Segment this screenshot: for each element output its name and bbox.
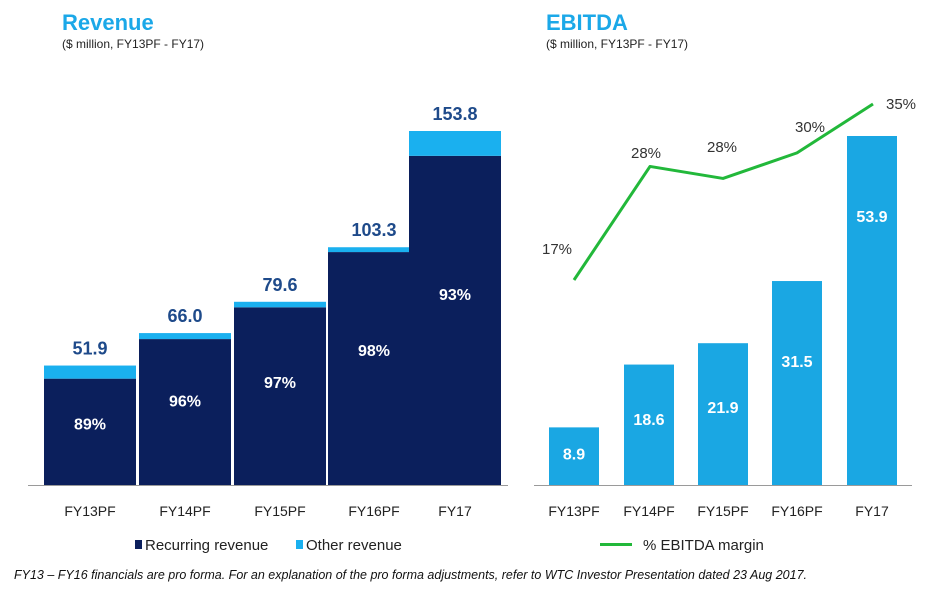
revenue-total-label-1: 66.0: [167, 306, 202, 326]
revenue-bar-other-3: [328, 247, 420, 253]
ebitda-margin-label-2: 28%: [707, 139, 737, 156]
legend-other-label: Other revenue: [306, 537, 402, 554]
revenue-tick-label-3: FY16PF: [348, 503, 399, 519]
ebitda-value-label-2: 21.9: [707, 400, 738, 417]
revenue-subtitle: ($ million, FY13PF - FY17): [62, 37, 204, 51]
revenue-share-label-4: 93%: [439, 287, 471, 304]
ebitda-tick-label-3: FY16PF: [771, 503, 822, 519]
ebitda-bar-4: [847, 136, 897, 485]
ebitda-chart: 8.9 FY13PF 18.6 FY14PF 21.9 FY15PF 31.5 FY16PF 5…: [534, 96, 916, 519]
ebitda-value-label-0: 8.9: [563, 446, 585, 463]
revenue-bar-other-2: [234, 301, 326, 308]
revenue-tick-label-2: FY15PF: [254, 503, 305, 519]
revenue-title: Revenue: [62, 10, 154, 35]
ebitda-bar-3: [772, 281, 822, 485]
revenue-chart: 51.9 89% FY13PF 66.0 96% FY14PF 79.6 97% FY15PF 1…: [28, 104, 508, 519]
revenue-share-label-3: 98%: [358, 343, 390, 360]
revenue-share-label-2: 97%: [264, 375, 296, 392]
revenue-total-label-4: 153.8: [432, 104, 477, 124]
revenue-share-label-1: 96%: [169, 393, 201, 410]
revenue-bar-recurring-4: [409, 155, 501, 485]
ebitda-value-label-3: 31.5: [781, 354, 812, 371]
ebitda-value-label-4: 53.9: [856, 209, 887, 226]
ebitda-bar-2: [698, 343, 748, 485]
ebitda-tick-label-0: FY13PF: [548, 503, 599, 519]
ebitda-title: EBITDA: [546, 10, 628, 35]
ebitda-margin-line: [572, 102, 874, 281]
revenue-share-label-0: 89%: [74, 416, 106, 433]
legend-recurring-label: Recurring revenue: [145, 537, 268, 554]
revenue-total-label-2: 79.6: [262, 275, 297, 295]
revenue-bar-recurring-1: [139, 339, 231, 485]
revenue-bar-recurring-3: [328, 252, 420, 485]
revenue-bar-recurring-2: [234, 307, 326, 485]
revenue-bar-other-0: [44, 365, 136, 379]
legend-swatch-other: [296, 540, 303, 549]
revenue-tick-label-4: FY17: [438, 503, 472, 519]
revenue-tick-label-0: FY13PF: [64, 503, 115, 519]
ebitda-bar-1: [624, 364, 674, 485]
ebitda-tick-label-2: FY15PF: [697, 503, 748, 519]
ebitda-value-label-1: 18.6: [633, 412, 664, 429]
revenue-total-label-0: 51.9: [72, 339, 107, 359]
ebitda-tick-label-1: FY14PF: [623, 503, 674, 519]
ebitda-margin-label-3: 30%: [795, 119, 825, 136]
revenue-bar-other-4: [409, 131, 501, 156]
revenue-tick-label-1: FY14PF: [159, 503, 210, 519]
ebitda-margin-label-4: 35%: [886, 96, 916, 113]
ebitda-subtitle: ($ million, FY13PF - FY17): [546, 37, 688, 51]
revenue-bar-other-1: [139, 333, 231, 340]
footnote: FY13 – FY16 financials are pro forma. Fo…: [14, 568, 808, 582]
ebitda-tick-label-4: FY17: [855, 503, 889, 519]
legend-swatch-recurring: [135, 540, 142, 549]
ebitda-margin-label-0: 17%: [542, 241, 572, 258]
revenue-total-label-3: 103.3: [351, 220, 396, 240]
legend-margin-label: % EBITDA margin: [643, 537, 764, 554]
ebitda-margin-label-1: 28%: [631, 145, 661, 162]
revenue-bar-recurring-0: [44, 378, 136, 485]
ebitda-bar-0: [549, 427, 599, 485]
